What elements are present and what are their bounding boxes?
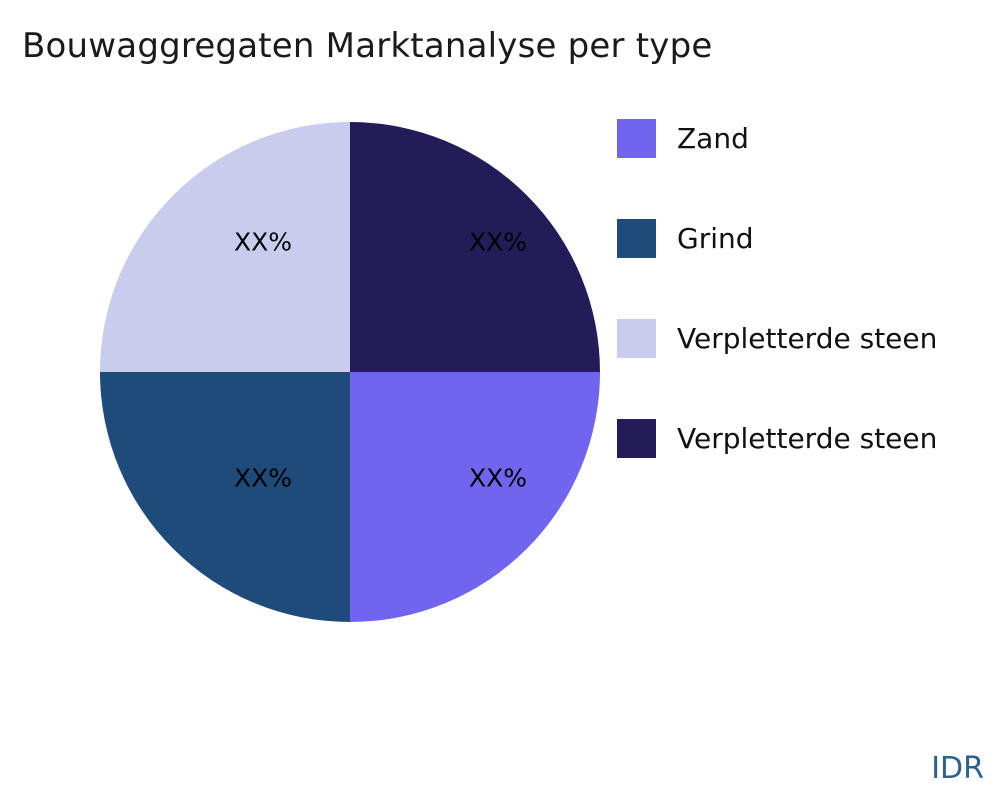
legend-item-verpletterde-steen-light[interactable]: Verpletterde steen [617, 319, 937, 358]
legend-label-verpletterde-steen-dark: Verpletterde steen [677, 422, 938, 455]
slice-value-label-verpletterde-steen-dark: XX% [468, 227, 528, 257]
slice-value-label-verpletterde-steen-light: XX% [233, 227, 293, 257]
pie-slice-verpletterde-steen-light[interactable] [100, 122, 350, 372]
legend-item-verpletterde-steen-dark[interactable]: Verpletterde steen [617, 419, 937, 458]
legend-swatch-verpletterde-steen-light [617, 319, 656, 358]
slice-value-label-zand: XX% [468, 463, 528, 493]
legend-item-zand[interactable]: Zand [617, 119, 749, 158]
chart-title: Bouwaggregaten Marktanalyse per type [22, 26, 713, 66]
watermark-idr: IDR [931, 751, 984, 786]
legend-item-grind[interactable]: Grind [617, 219, 754, 258]
legend-label-verpletterde-steen-light: Verpletterde steen [677, 322, 938, 355]
legend-swatch-verpletterde-steen-dark [617, 419, 656, 458]
legend-swatch-zand [617, 119, 656, 158]
legend-swatch-grind [617, 219, 656, 258]
slice-value-label-grind: XX% [233, 463, 293, 493]
pie-slice-grind[interactable] [100, 372, 350, 622]
pie-slice-verpletterde-steen-dark[interactable] [350, 122, 600, 372]
legend-label-zand: Zand [677, 122, 749, 155]
legend-label-grind: Grind [677, 222, 754, 255]
pie-slice-zand[interactable] [350, 372, 600, 622]
